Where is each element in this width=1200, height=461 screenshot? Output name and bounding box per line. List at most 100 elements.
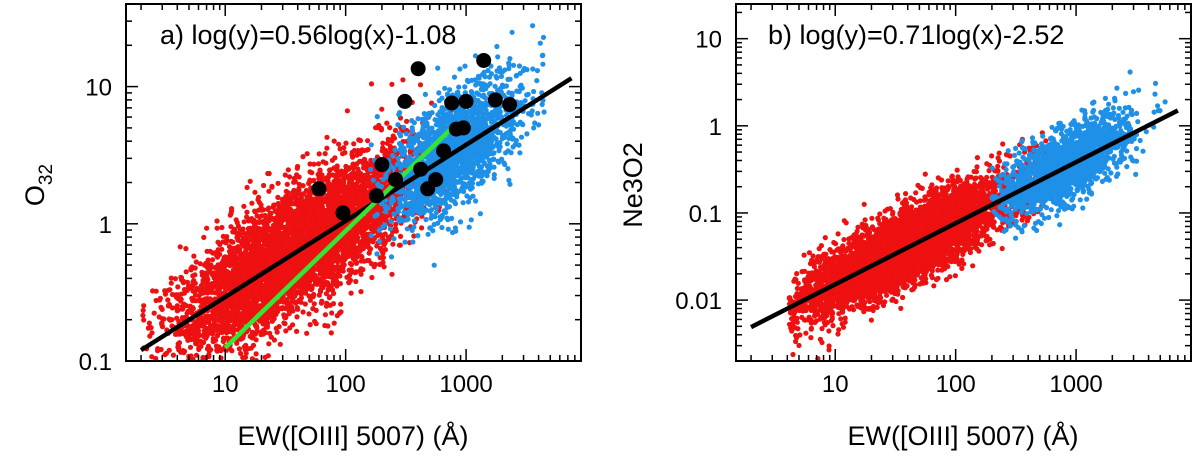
red-point (239, 302, 245, 308)
red-point (356, 137, 362, 143)
red-point (261, 253, 267, 259)
red-point (389, 271, 395, 277)
red-point (214, 333, 220, 339)
red-point (327, 167, 333, 173)
red-point (322, 214, 328, 220)
red-point (287, 302, 293, 308)
red-point (280, 211, 286, 217)
red-point (346, 166, 352, 172)
red-point (354, 161, 360, 167)
red-point (183, 269, 189, 275)
red-point (359, 148, 365, 154)
red-point (307, 161, 313, 167)
red-point (404, 118, 410, 124)
red-point (216, 326, 222, 332)
red-point (272, 229, 279, 235)
red-point (190, 279, 196, 285)
red-point (234, 220, 240, 226)
red-point (295, 306, 301, 312)
red-point (241, 344, 247, 350)
red-point (263, 237, 269, 244)
red-point (236, 278, 242, 284)
red-point (324, 134, 330, 140)
red-point (348, 290, 354, 296)
red-point (329, 282, 335, 288)
red-point (419, 225, 425, 231)
red-point (389, 81, 395, 87)
red-point (350, 163, 356, 169)
red-point (384, 120, 390, 126)
red-point (357, 228, 363, 234)
red-point (214, 347, 220, 353)
red-point (380, 145, 386, 151)
red-point (309, 283, 315, 289)
red-point (214, 218, 220, 224)
red-point (323, 291, 329, 297)
red-point (382, 231, 388, 237)
red-point (205, 282, 211, 288)
red-point (254, 286, 260, 292)
red-point (272, 208, 278, 214)
red-point (153, 297, 159, 304)
red-point (175, 284, 181, 290)
red-point (192, 272, 198, 278)
red-point (155, 346, 161, 352)
red-point (149, 354, 155, 360)
red-point (237, 232, 243, 238)
red-point (304, 330, 310, 336)
red-point (302, 232, 308, 238)
red-point (206, 269, 212, 275)
red-point (363, 237, 369, 243)
red-point (277, 341, 283, 347)
red-point (252, 224, 259, 230)
red-point (253, 351, 259, 357)
red-point (323, 175, 329, 181)
red-point (229, 245, 236, 251)
red-point (189, 295, 195, 301)
red-point (341, 184, 347, 190)
red-point (378, 126, 384, 132)
red-point (236, 322, 242, 328)
red-point (322, 322, 328, 329)
red-point (355, 234, 361, 241)
red-point (249, 263, 255, 269)
red-point (244, 209, 250, 215)
red-point (323, 274, 329, 280)
red-point (327, 202, 333, 208)
red-point (316, 151, 322, 157)
red-point (316, 175, 322, 182)
red-point (235, 315, 242, 322)
red-point (344, 108, 350, 114)
red-point (282, 321, 288, 327)
red-point (210, 285, 216, 291)
red-point (370, 218, 376, 224)
red-point (181, 348, 188, 354)
red-point (306, 180, 312, 186)
red-point (361, 165, 367, 171)
red-point (393, 228, 399, 234)
red-point (193, 338, 200, 344)
red-point (335, 259, 341, 265)
red-point (183, 246, 189, 252)
red-point (241, 288, 247, 294)
red-point (364, 161, 370, 167)
red-point (330, 272, 336, 278)
red-point (300, 309, 306, 315)
red-point (220, 233, 226, 239)
red-point (322, 312, 328, 318)
red-point (249, 329, 255, 335)
red-point (230, 239, 236, 245)
red-point (236, 346, 242, 352)
red-point (342, 150, 348, 156)
red-point (275, 200, 281, 207)
red-point (311, 161, 317, 167)
red-point (319, 298, 325, 304)
red-point (271, 270, 277, 276)
red-point (338, 309, 344, 315)
red-point (262, 212, 268, 219)
red-point (374, 243, 380, 249)
red-point (196, 345, 202, 351)
red-point (261, 297, 268, 303)
red-point (181, 286, 188, 293)
red-point (187, 344, 194, 350)
